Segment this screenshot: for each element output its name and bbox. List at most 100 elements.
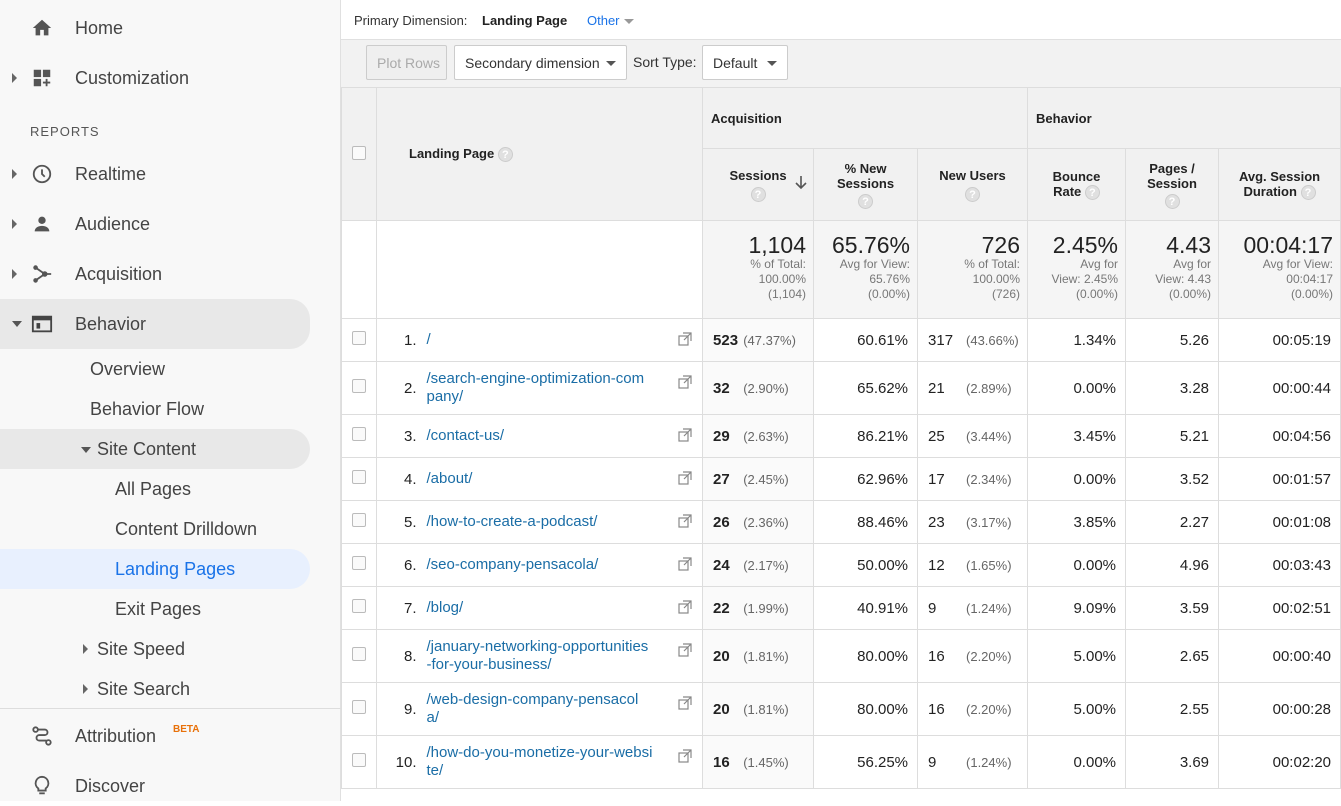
help-icon[interactable]: ? [1084, 185, 1100, 201]
help-icon[interactable]: ? [858, 193, 874, 209]
divider [0, 708, 341, 709]
new-users-cell: 9 (1.24%) [917, 735, 1029, 789]
sessions-value: 16 [713, 753, 730, 771]
external-link-icon[interactable] [678, 375, 692, 389]
secondary-dimension-dropdown[interactable]: Secondary dimension [454, 45, 627, 80]
nav-acquisition[interactable]: Acquisition [0, 254, 310, 294]
row-checkbox[interactable] [352, 470, 366, 484]
new-users-percent: (1.24%) [966, 600, 1012, 616]
row-checkbox[interactable] [352, 513, 366, 527]
new-users-percent: (2.34%) [966, 471, 1012, 487]
other-dimension-link[interactable]: Other [587, 13, 620, 28]
help-icon[interactable]: ? [1300, 185, 1316, 201]
help-icon[interactable]: ? [497, 147, 513, 163]
table-row: 6./seo-company-pensacola/24 (2.17%) 50.00… [341, 543, 1341, 587]
row-checkbox[interactable] [352, 331, 366, 345]
behavior-icon [30, 312, 54, 336]
row-checkbox[interactable] [352, 427, 366, 441]
nav-behavior-flow[interactable]: Behavior Flow [0, 389, 310, 429]
expand-icon [12, 269, 17, 279]
primary-dimension-value[interactable]: Landing Page [482, 13, 568, 28]
new-users-header[interactable]: New Users? [917, 148, 1029, 221]
new-sessions-header[interactable]: % New Sessions? [813, 148, 919, 221]
row-checkbox-cell [341, 361, 377, 415]
nav-exit-pages[interactable]: Exit Pages [0, 589, 310, 629]
row-checkbox-cell [341, 318, 377, 362]
landing-page-header[interactable]: Landing Page ? [375, 87, 704, 221]
nav-label: Site Content [97, 439, 197, 459]
chevron-down-icon[interactable] [624, 19, 634, 24]
bounce-rate-header[interactable]: Bounce Rate ? [1027, 148, 1127, 221]
landing-page-link[interactable]: /how-to-create-a-podcast/ [424, 500, 704, 544]
new-users-percent: (3.17%) [966, 514, 1012, 530]
nav-landing-pages[interactable]: Landing Pages [0, 549, 310, 589]
reports-heading: REPORTS [30, 124, 100, 139]
help-icon[interactable]: ? [750, 186, 766, 202]
landing-page-link[interactable]: /search-engine-optimization-com pany/ [424, 361, 704, 415]
nav-site-search[interactable]: Site Search [0, 669, 310, 709]
landing-page-path: /how-to-create-a-podcast/ [426, 513, 598, 530]
nav-content-drilldown[interactable]: Content Drilldown [0, 509, 310, 549]
sessions-cell: 24 (2.17%) [702, 543, 815, 587]
nav-audience[interactable]: Audience [0, 204, 310, 244]
header-label: Sessions [836, 175, 895, 191]
nav-customization[interactable]: Customization [0, 58, 310, 98]
help-icon[interactable]: ? [1164, 193, 1180, 209]
landing-page-path: /about/ [426, 470, 473, 487]
sessions-percent: (47.37%) [743, 332, 796, 348]
avg-duration-cell: 00:02:51 [1218, 586, 1341, 630]
nav-overview[interactable]: Overview [0, 349, 310, 389]
pages-per-session-cell: 5.26 [1125, 318, 1220, 362]
landing-page-link[interactable]: /seo-company-pensacola/ [424, 543, 704, 587]
row-checkbox-cell [341, 629, 377, 683]
external-link-icon[interactable] [678, 471, 692, 485]
nav-realtime[interactable]: Realtime [0, 154, 310, 194]
external-link-icon[interactable] [678, 696, 692, 710]
sort-type-dropdown[interactable]: Default [702, 45, 788, 80]
external-link-icon[interactable] [678, 600, 692, 614]
external-link-icon[interactable] [678, 557, 692, 571]
nav-site-content[interactable]: Site Content [0, 429, 310, 469]
nav-attribution[interactable]: Attribution [0, 716, 310, 756]
plot-rows-button[interactable]: Plot Rows [366, 45, 447, 80]
row-checkbox[interactable] [352, 556, 366, 570]
external-link-icon[interactable] [678, 428, 692, 442]
landing-page-link[interactable]: /web-design-company-pensacol a/ [424, 682, 704, 736]
row-checkbox[interactable] [352, 379, 366, 393]
nav-label: Customization [75, 68, 190, 88]
avg-duration-cell: 00:01:57 [1218, 457, 1341, 501]
landing-page-link[interactable]: /how-do-you-monetize-your-websi te/ [424, 735, 704, 789]
row-index: 7. [376, 586, 425, 630]
external-link-icon[interactable] [678, 514, 692, 528]
row-checkbox[interactable] [352, 647, 366, 661]
nav-discover[interactable]: Discover [0, 766, 310, 806]
new-users-percent: (43.66%) [966, 332, 1019, 348]
nav-behavior[interactable]: Behavior [0, 299, 310, 349]
sessions-header[interactable]: Sessions? [702, 148, 815, 221]
row-checkbox[interactable] [352, 599, 366, 613]
header-label: % New [844, 160, 887, 176]
landing-page-link[interactable]: /blog/ [424, 586, 704, 630]
nav-site-speed[interactable]: Site Speed [0, 629, 310, 669]
external-link-icon[interactable] [678, 643, 692, 657]
sessions-percent: (2.45%) [743, 471, 789, 487]
avg-session-duration-header[interactable]: Avg. Session Duration ? [1218, 148, 1341, 221]
landing-page-link[interactable]: /january-networking-opportunities -for-yo… [424, 629, 704, 683]
external-link-icon[interactable] [678, 332, 692, 346]
row-checkbox[interactable] [352, 753, 366, 767]
row-checkbox[interactable] [352, 700, 366, 714]
pages-per-session-cell: 2.65 [1125, 629, 1220, 683]
bounce-rate-cell: 5.00% [1027, 629, 1127, 683]
new-users-cell: 25 (3.44%) [917, 414, 1029, 458]
help-icon[interactable]: ? [965, 186, 981, 202]
landing-page-link[interactable]: / [424, 318, 704, 362]
external-link-icon[interactable] [678, 749, 692, 763]
pages-per-session-header[interactable]: Pages / Session? [1125, 148, 1220, 221]
sort-desc-arrow-icon [795, 176, 807, 193]
landing-page-link[interactable]: /contact-us/ [424, 414, 704, 458]
landing-page-link[interactable]: /about/ [424, 457, 704, 501]
select-all-checkbox[interactable] [352, 145, 366, 160]
nav-home[interactable]: Home [0, 8, 310, 48]
nav-all-pages[interactable]: All Pages [0, 469, 310, 509]
new-users-percent: (1.24%) [966, 754, 1012, 770]
